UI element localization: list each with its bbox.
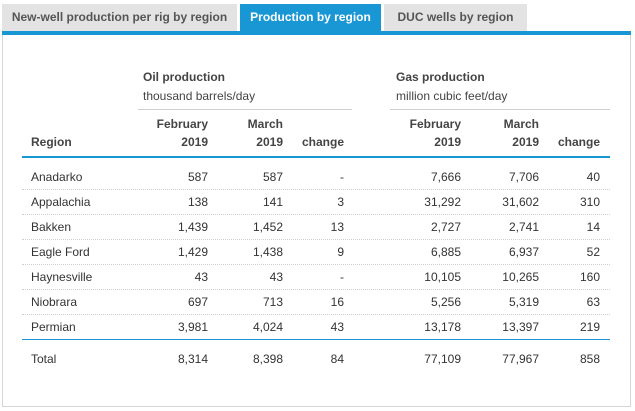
- total-rule: [22, 339, 610, 340]
- cell-oil-mar: 587: [262, 170, 283, 184]
- cell-oil-mar: 1,438: [252, 245, 283, 259]
- cell-region: Eagle Ford: [31, 245, 90, 259]
- cell-gas-mar: 10,265: [502, 270, 539, 284]
- cell-gas-mar: 6,937: [508, 245, 539, 259]
- cell-gas-feb: 31,292: [424, 195, 461, 209]
- row-divider: [22, 189, 610, 190]
- total-gas-chg: 858: [579, 352, 600, 366]
- cell-gas-feb: 10,105: [424, 270, 461, 284]
- header-oil-feb-year: 2019: [181, 135, 208, 149]
- cell-region: Haynesville: [31, 270, 93, 284]
- tab-duc-wells[interactable]: DUC wells by region: [384, 4, 527, 31]
- cell-gas-feb: 2,727: [430, 220, 461, 234]
- header-oil-mar-month: March: [247, 117, 283, 131]
- cell-oil-chg: 43: [330, 320, 344, 334]
- oil-group-rule: [138, 109, 352, 110]
- cell-region: Bakken: [31, 220, 72, 234]
- header-oil-feb-month: February: [156, 117, 208, 131]
- cell-gas-mar: 2,741: [508, 220, 539, 234]
- header-region: Region: [31, 135, 72, 149]
- row-divider: [22, 314, 610, 315]
- cell-gas-mar: 7,706: [508, 170, 539, 184]
- oil-group-unit: thousand barrels/day: [143, 89, 256, 103]
- cell-oil-chg: 9: [337, 245, 344, 259]
- header-oil-change: change: [301, 135, 344, 149]
- cell-gas-mar: 5,319: [508, 295, 539, 309]
- cell-oil-feb: 587: [187, 170, 208, 184]
- total-gas-mar: 77,967: [502, 352, 539, 366]
- cell-oil-feb: 1,439: [177, 220, 208, 234]
- cell-gas-chg: 14: [586, 220, 600, 234]
- header-gas-feb-year: 2019: [434, 135, 461, 149]
- tab-production-by-region[interactable]: Production by region: [240, 4, 381, 31]
- total-oil-mar: 8,398: [252, 352, 283, 366]
- cell-oil-feb: 1,429: [177, 245, 208, 259]
- cell-oil-chg: -: [340, 270, 344, 284]
- cell-oil-mar: 1,452: [252, 220, 283, 234]
- cell-region: Permian: [31, 320, 76, 334]
- cell-region: Niobrara: [31, 295, 78, 309]
- total-oil-chg: 84: [330, 352, 344, 366]
- cell-oil-chg: 16: [330, 295, 344, 309]
- cell-gas-chg: 160: [579, 270, 600, 284]
- header-gas-feb-month: February: [409, 117, 461, 131]
- row-divider: [22, 214, 610, 215]
- cell-oil-mar: 141: [262, 195, 283, 209]
- tab-bar: New-well production per rig by region Pr…: [2, 4, 530, 32]
- cell-gas-feb: 5,256: [430, 295, 461, 309]
- cell-gas-chg: 310: [579, 195, 600, 209]
- cell-oil-mar: 4,024: [252, 320, 283, 334]
- header-gas-mar-month: March: [503, 117, 539, 131]
- row-divider: [22, 264, 610, 265]
- gas-group-unit: million cubic feet/day: [396, 89, 508, 103]
- cell-oil-mar: 43: [269, 270, 283, 284]
- cell-gas-feb: 13,178: [424, 320, 461, 334]
- tab-underline: [2, 31, 631, 35]
- cell-gas-mar: 13,397: [502, 320, 539, 334]
- cell-gas-chg: 52: [586, 245, 600, 259]
- cell-gas-feb: 7,666: [430, 170, 461, 184]
- header-rule: [22, 156, 610, 158]
- tab-new-well-production[interactable]: New-well production per rig by region: [2, 4, 237, 31]
- cell-gas-chg: 40: [586, 170, 600, 184]
- cell-oil-feb: 43: [194, 270, 208, 284]
- header-gas-change: change: [557, 135, 600, 149]
- cell-gas-chg: 219: [579, 320, 600, 334]
- cell-oil-chg: 3: [337, 195, 344, 209]
- cell-oil-feb: 697: [187, 295, 208, 309]
- cell-oil-mar: 713: [262, 295, 283, 309]
- cell-oil-feb: 3,981: [177, 320, 208, 334]
- gas-group-title: Gas production: [396, 70, 485, 84]
- gas-group-rule: [390, 109, 610, 110]
- total-oil-feb: 8,314: [177, 352, 208, 366]
- cell-region: Anadarko: [31, 170, 83, 184]
- header-oil-mar-year: 2019: [256, 135, 283, 149]
- total-region: Total: [31, 352, 57, 366]
- row-divider: [22, 239, 610, 240]
- row-divider: [22, 289, 610, 290]
- cell-gas-chg: 63: [586, 295, 600, 309]
- cell-oil-feb: 138: [187, 195, 208, 209]
- cell-oil-chg: 13: [330, 220, 344, 234]
- cell-gas-mar: 31,602: [502, 195, 539, 209]
- cell-gas-feb: 6,885: [430, 245, 461, 259]
- total-gas-feb: 77,109: [424, 352, 461, 366]
- cell-region: Appalachia: [31, 195, 91, 209]
- header-gas-mar-year: 2019: [512, 135, 539, 149]
- content-panel: [2, 35, 631, 407]
- oil-group-title: Oil production: [143, 70, 225, 84]
- cell-oil-chg: -: [340, 170, 344, 184]
